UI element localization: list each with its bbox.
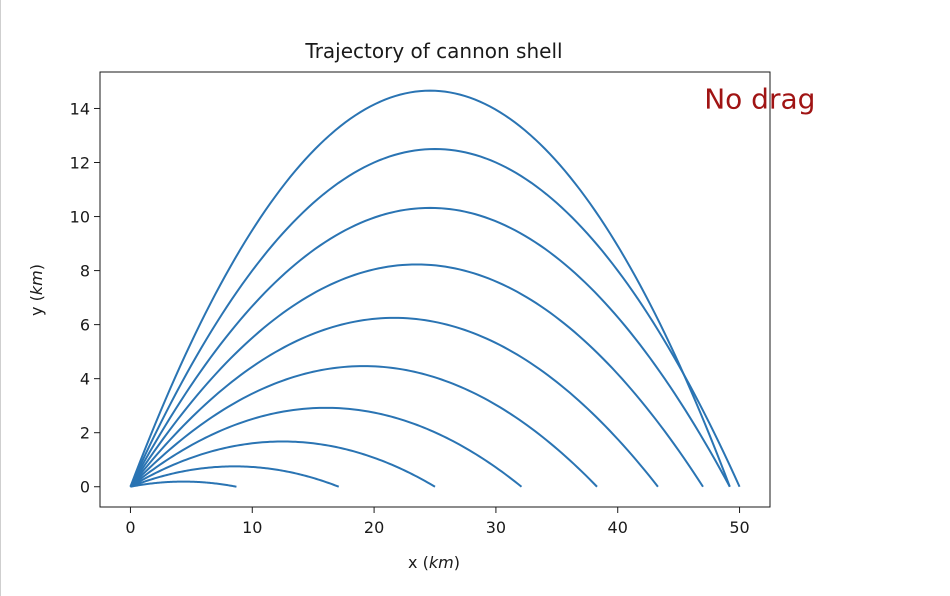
y-tick-label: 6 bbox=[80, 316, 90, 335]
y-tick-label: 14 bbox=[70, 99, 90, 118]
y-tick-label: 12 bbox=[70, 154, 90, 173]
x-axis-label-unit: km bbox=[429, 553, 454, 572]
trajectory-curves bbox=[129, 89, 741, 488]
trajectory-line-45deg bbox=[129, 147, 741, 488]
trajectory-line-20deg bbox=[129, 406, 523, 488]
x-tick-label: 0 bbox=[125, 518, 135, 537]
y-axis-label: y (km) bbox=[27, 264, 46, 316]
trajectory-line-35deg bbox=[129, 263, 704, 488]
x-tick-label: 50 bbox=[729, 518, 749, 537]
y-tick-label: 10 bbox=[70, 208, 90, 227]
x-tick-label: 30 bbox=[486, 518, 506, 537]
plot-area bbox=[99, 71, 771, 508]
y-tick-label: 4 bbox=[80, 370, 90, 389]
trajectory-line-50deg bbox=[129, 89, 731, 488]
trajectory-line-10deg bbox=[130, 465, 340, 488]
trajectory-line-25deg bbox=[129, 365, 598, 488]
x-tick-label: 10 bbox=[242, 518, 262, 537]
trajectory-line-40deg bbox=[129, 206, 731, 488]
x-tick-label: 40 bbox=[608, 518, 628, 537]
y-axis-label-text: y bbox=[27, 306, 46, 315]
y-tick-label: 0 bbox=[80, 478, 90, 497]
x-axis-label-text: x bbox=[408, 553, 417, 572]
x-tick-label: 20 bbox=[364, 518, 384, 537]
y-tick-label: 2 bbox=[80, 424, 90, 443]
trajectory-line-30deg bbox=[129, 316, 659, 488]
x-axis-label: x (km) bbox=[408, 553, 460, 572]
y-tick-label: 8 bbox=[80, 262, 90, 281]
y-axis-ticks: 0 2 4 6 8 10 12 14 bbox=[70, 99, 100, 497]
x-axis-ticks: 0 10 20 30 40 50 bbox=[125, 507, 750, 537]
trajectory-line-15deg bbox=[129, 440, 436, 488]
plot-frame bbox=[99, 71, 771, 508]
trajectory-line-5deg bbox=[130, 480, 237, 488]
y-axis-label-unit: km bbox=[27, 270, 46, 295]
no-drag-annotation: No drag bbox=[704, 82, 815, 115]
chart-title: Trajectory of cannon shell bbox=[304, 39, 562, 63]
window-edge bbox=[0, 0, 1, 596]
